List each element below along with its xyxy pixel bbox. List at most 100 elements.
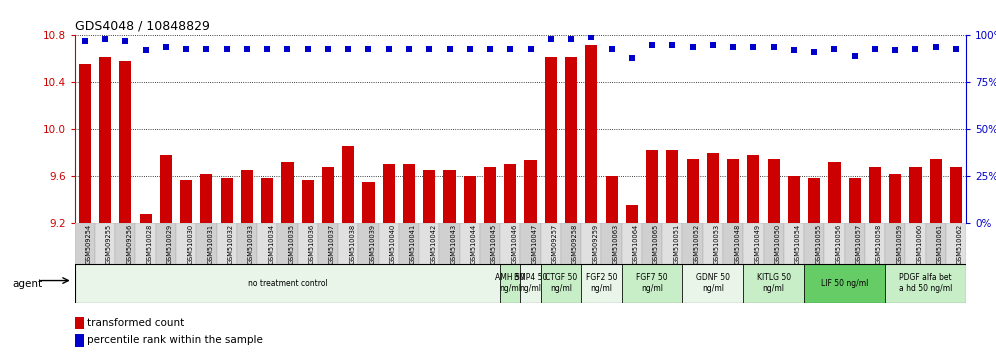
Bar [135,223,155,264]
Bar [869,167,881,223]
Text: no treatment control: no treatment control [248,279,328,288]
Bar [443,170,455,223]
Bar [257,223,277,264]
Text: GSM510058: GSM510058 [875,224,882,264]
Text: GSM510052: GSM510052 [693,224,699,264]
Bar [75,264,500,303]
Point [725,44,741,50]
Bar [116,223,135,264]
Bar [565,57,577,223]
Bar [703,223,723,264]
Bar [743,264,804,303]
Point [380,46,396,51]
Point [361,46,376,51]
Bar [625,205,637,223]
Bar [176,223,196,264]
Bar [398,223,419,264]
Bar [889,174,901,223]
Bar [99,57,112,223]
Bar [241,170,253,223]
Text: GSM510039: GSM510039 [370,224,375,264]
Text: GSM510032: GSM510032 [228,224,234,264]
Bar [686,159,699,223]
Bar [622,223,642,264]
Text: GSM510065: GSM510065 [653,224,659,264]
Bar [784,223,804,264]
Bar [541,264,582,303]
Point [523,46,539,51]
Bar [159,155,172,223]
Point [421,46,437,51]
Text: GSM509257: GSM509257 [552,224,558,264]
Text: GSM510035: GSM510035 [289,224,295,264]
Bar [464,176,476,223]
Point [705,42,721,47]
Bar [885,264,966,303]
Bar [343,145,355,223]
Text: GSM510033: GSM510033 [248,224,254,264]
Bar [75,316,84,329]
Bar [459,223,480,264]
Bar [825,223,845,264]
Bar [622,264,682,303]
Text: agent: agent [12,279,42,289]
Text: GSM510036: GSM510036 [309,224,315,264]
Text: GSM510047: GSM510047 [532,224,538,264]
Bar [707,153,719,223]
Point [786,47,802,53]
Text: GSM510029: GSM510029 [167,224,173,264]
Point [563,36,579,42]
Bar [382,164,394,223]
Text: GSM509258: GSM509258 [572,224,578,264]
Text: GSM509254: GSM509254 [86,224,92,264]
Point [644,42,660,47]
Point [137,47,153,53]
Point [118,38,133,44]
Point [604,46,620,51]
Bar [561,223,582,264]
Text: GSM510028: GSM510028 [146,224,152,264]
Bar [662,223,682,264]
Text: GSM510030: GSM510030 [187,224,193,264]
Point [441,46,457,51]
Bar [909,167,921,223]
Text: GSM509259: GSM509259 [593,224,599,264]
Point [482,46,498,51]
Text: GSM510059: GSM510059 [896,224,902,264]
Bar [75,334,84,347]
Point [178,46,194,51]
Text: GSM510046: GSM510046 [511,224,517,264]
Bar [804,264,885,303]
Text: GSM510041: GSM510041 [410,224,416,264]
Bar [764,223,784,264]
Bar [480,223,500,264]
Text: GDS4048 / 10848829: GDS4048 / 10848829 [75,20,209,33]
Point [198,46,214,51]
Point [623,55,639,61]
Point [341,46,357,51]
Bar [849,178,861,223]
Text: GSM510044: GSM510044 [471,224,477,264]
Point [158,44,174,50]
Bar [582,223,602,264]
Text: GSM510049: GSM510049 [754,224,760,264]
Bar [925,223,946,264]
Text: GSM509256: GSM509256 [126,224,132,264]
Point [320,46,336,51]
Text: GSM510062: GSM510062 [957,224,963,264]
Text: GSM510048: GSM510048 [734,224,740,264]
Text: GSM510054: GSM510054 [795,224,801,264]
Bar [359,223,378,264]
Text: GSM510053: GSM510053 [714,224,720,264]
Point [584,34,600,40]
Point [684,44,700,50]
Bar [885,223,905,264]
Text: PDGF alfa bet
a hd 50 ng/ml: PDGF alfa bet a hd 50 ng/ml [899,274,952,293]
Bar [79,63,91,223]
Text: GSM510063: GSM510063 [613,224,619,264]
Bar [950,167,962,223]
Point [927,44,943,50]
Bar [525,160,537,223]
Point [907,46,923,51]
Point [867,46,882,51]
